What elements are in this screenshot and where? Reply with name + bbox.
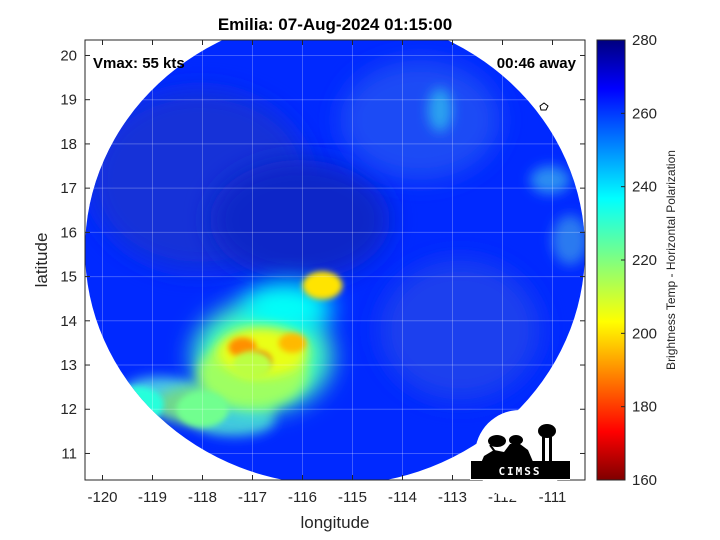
small-contour — [539, 102, 549, 111]
vmax-annotation: Vmax: 55 kts — [93, 55, 185, 72]
colorbar-tick-label: 180 — [632, 399, 657, 416]
colorbar-tick-label: 260 — [632, 105, 657, 122]
chart-title: Emilia: 07-Aug-2024 01:15:00 — [218, 15, 452, 34]
y-tick-label: 20 — [60, 47, 77, 64]
axes-box — [84, 39, 586, 481]
grid-lines — [85, 40, 585, 480]
colorbar-label: Brightness Temp - Horizontal Polarizatio… — [664, 150, 678, 370]
colorbar-tick-label: 240 — [632, 179, 657, 196]
y-ticks: 11 12 13 14 15 16 17 18 19 20 — [60, 47, 585, 462]
time-away-annotation: 00:46 away — [497, 55, 577, 72]
y-tick-label: 12 — [60, 401, 77, 418]
x-tick-label: -117 — [238, 489, 267, 506]
y-axis-label: latitude — [32, 233, 51, 288]
x-tick-label: -114 — [388, 489, 417, 506]
colorbar — [596, 39, 626, 481]
x-tick-label: -116 — [288, 489, 317, 506]
x-tick-label: -115 — [338, 489, 367, 506]
storm-feature — [302, 271, 343, 300]
y-tick-label: 15 — [60, 269, 77, 286]
storm-feature — [176, 391, 229, 428]
colorbar-tick-label: 200 — [632, 325, 657, 342]
x-tick-label: -119 — [138, 489, 167, 506]
colorbar-tick-label: 220 — [632, 252, 657, 269]
y-tick-label: 18 — [60, 136, 77, 153]
y-tick-label: 11 — [61, 445, 77, 462]
cimss-logo: CIMSS — [470, 410, 570, 500]
y-tick-label: 14 — [60, 313, 77, 330]
microwave-swath — [85, 40, 585, 480]
storm-feature — [232, 351, 273, 380]
x-axis-label: longitude — [300, 513, 369, 532]
y-tick-label: 16 — [60, 224, 77, 241]
colorbar-ticks: 160 180 200 220 240 260 280 — [621, 32, 657, 489]
y-tick-label: 19 — [60, 92, 77, 109]
logo-text: CIMSS — [498, 465, 541, 478]
y-tick-label: 17 — [60, 180, 77, 197]
colorbar-tick-label: 160 — [632, 472, 657, 489]
y-tick-label: 13 — [60, 357, 77, 374]
x-tick-label: -120 — [87, 489, 117, 506]
x-tick-label: -118 — [188, 489, 217, 506]
x-ticks: -120 -119 -118 -117 -116 -115 -114 -113 -112 -111 — [87, 40, 566, 506]
x-tick-label: -113 — [438, 489, 467, 506]
colorbar-tick-label: 280 — [632, 32, 657, 49]
storm-feature — [278, 333, 307, 353]
x-tick-label: -111 — [539, 489, 567, 506]
